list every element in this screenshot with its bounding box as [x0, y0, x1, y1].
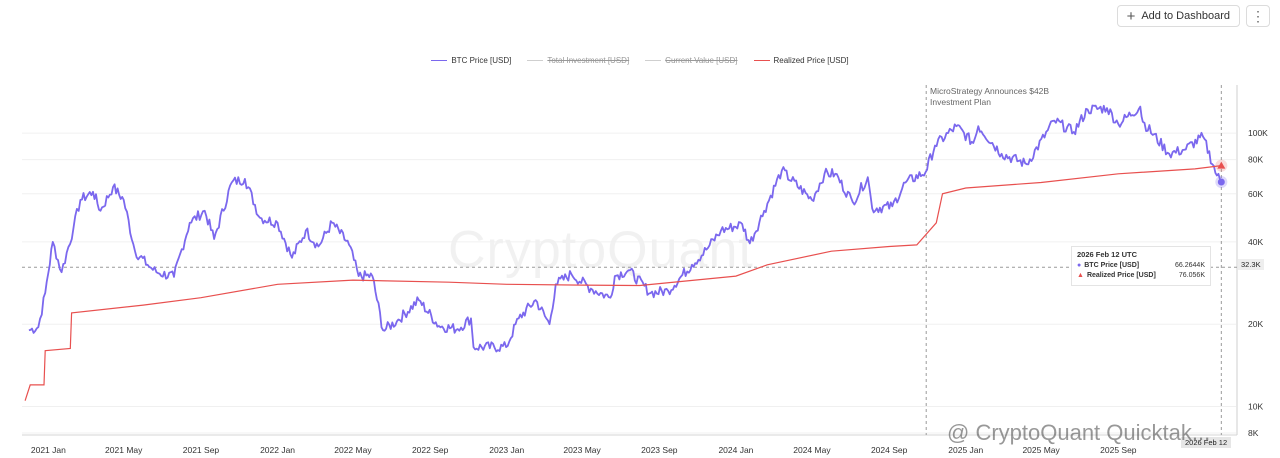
btc-price-line [28, 104, 1223, 353]
legend-item-realized-price[interactable]: Realized Price [USD] [753, 56, 849, 65]
realized-price-marker [1217, 161, 1226, 169]
tooltip-row-value: 66.2644K [1175, 262, 1205, 269]
x-tick-label: 2021 May [105, 445, 143, 455]
tooltip-row-realized: ▲ Realized Price [USD] 76.056K [1077, 272, 1205, 279]
legend-swatch [527, 60, 544, 61]
tooltip-row-btc: ● BTC Price [USD] 66.2644K [1077, 262, 1205, 269]
more-vertical-icon[interactable]: ⋮ [1246, 5, 1270, 27]
add-to-dashboard-button[interactable]: + Add to Dashboard [1116, 5, 1240, 27]
legend-label: Current Value [USD] [665, 56, 738, 65]
legend: BTC Price [USD] Total Investment [USD] C… [0, 56, 1280, 65]
legend-label: Realized Price [USD] [773, 56, 849, 65]
legend-item-total-investment[interactable]: Total Investment [USD] [527, 56, 629, 65]
tooltip-row-name: Realized Price [USD] [1086, 272, 1156, 279]
circle-marker-icon: ● [1077, 262, 1082, 269]
plus-icon: + [1126, 7, 1136, 25]
add-to-dashboard-label: Add to Dashboard [1141, 10, 1230, 22]
realized-price-line [24, 165, 1222, 401]
x-tick-label: 2025 May [1022, 445, 1060, 455]
x-tick-label: 2021 Jan [31, 445, 66, 455]
x-tick-label: 2022 Sep [412, 445, 449, 455]
annotation-line2: Investment Plan [930, 97, 991, 107]
btc-price-marker [1217, 178, 1225, 186]
x-tick-label: 2022 May [334, 445, 372, 455]
y-tick-label: 60K [1248, 189, 1263, 199]
annotation-line1: MicroStrategy Announces $42B [930, 86, 1050, 96]
x-tick-label: 2023 Sep [641, 445, 678, 455]
tooltip: 2026 Feb 12 UTC ● BTC Price [USD] 66.264… [1071, 246, 1211, 286]
legend-swatch [645, 60, 662, 61]
legend-label: Total Investment [USD] [547, 56, 630, 65]
toolbar: + Add to Dashboard ⋮ [1116, 5, 1270, 27]
tooltip-row-name: BTC Price [USD] [1084, 262, 1140, 269]
crosshair-price-label: 32.3K [1238, 259, 1264, 270]
x-tick-label: 2023 May [563, 445, 601, 455]
x-tick-label: 2024 Sep [871, 445, 908, 455]
legend-swatch [431, 60, 448, 61]
background-logo-text: CryptoQuant [448, 221, 754, 279]
x-tick-label: 2025 Sep [1100, 445, 1137, 455]
y-tick-label: 10K [1248, 402, 1263, 412]
x-tick-label: 2024 May [793, 445, 831, 455]
watermark-text: @ CryptoQuant Quicktak... [947, 420, 1211, 445]
triangle-marker-icon: ▲ [1077, 272, 1084, 279]
y-tick-label: 8K [1248, 428, 1259, 438]
crosshair-date-label: 2026 Feb 12 [1181, 437, 1232, 448]
y-tick-label: 100K [1248, 128, 1268, 138]
annotation: MicroStrategy Announces $42B Investment … [930, 86, 1080, 108]
y-tick-label: 40K [1248, 237, 1263, 247]
y-tick-label: 80K [1248, 155, 1263, 165]
x-tick-label: 2023 Jan [489, 445, 524, 455]
tooltip-date: 2026 Feb 12 UTC [1077, 250, 1138, 259]
tooltip-row-value: 76.056K [1178, 272, 1205, 279]
legend-swatch [753, 60, 770, 61]
x-tick-label: 2021 Sep [183, 445, 220, 455]
legend-item-current-value[interactable]: Current Value [USD] [645, 56, 738, 65]
legend-item-btc-price[interactable]: BTC Price [USD] [431, 56, 511, 65]
x-tick-label: 2024 Jan [718, 445, 753, 455]
x-tick-label: 2022 Jan [260, 445, 295, 455]
y-tick-label: 20K [1248, 319, 1263, 329]
legend-label: BTC Price [USD] [451, 56, 512, 65]
x-tick-label: 2025 Jan [948, 445, 983, 455]
